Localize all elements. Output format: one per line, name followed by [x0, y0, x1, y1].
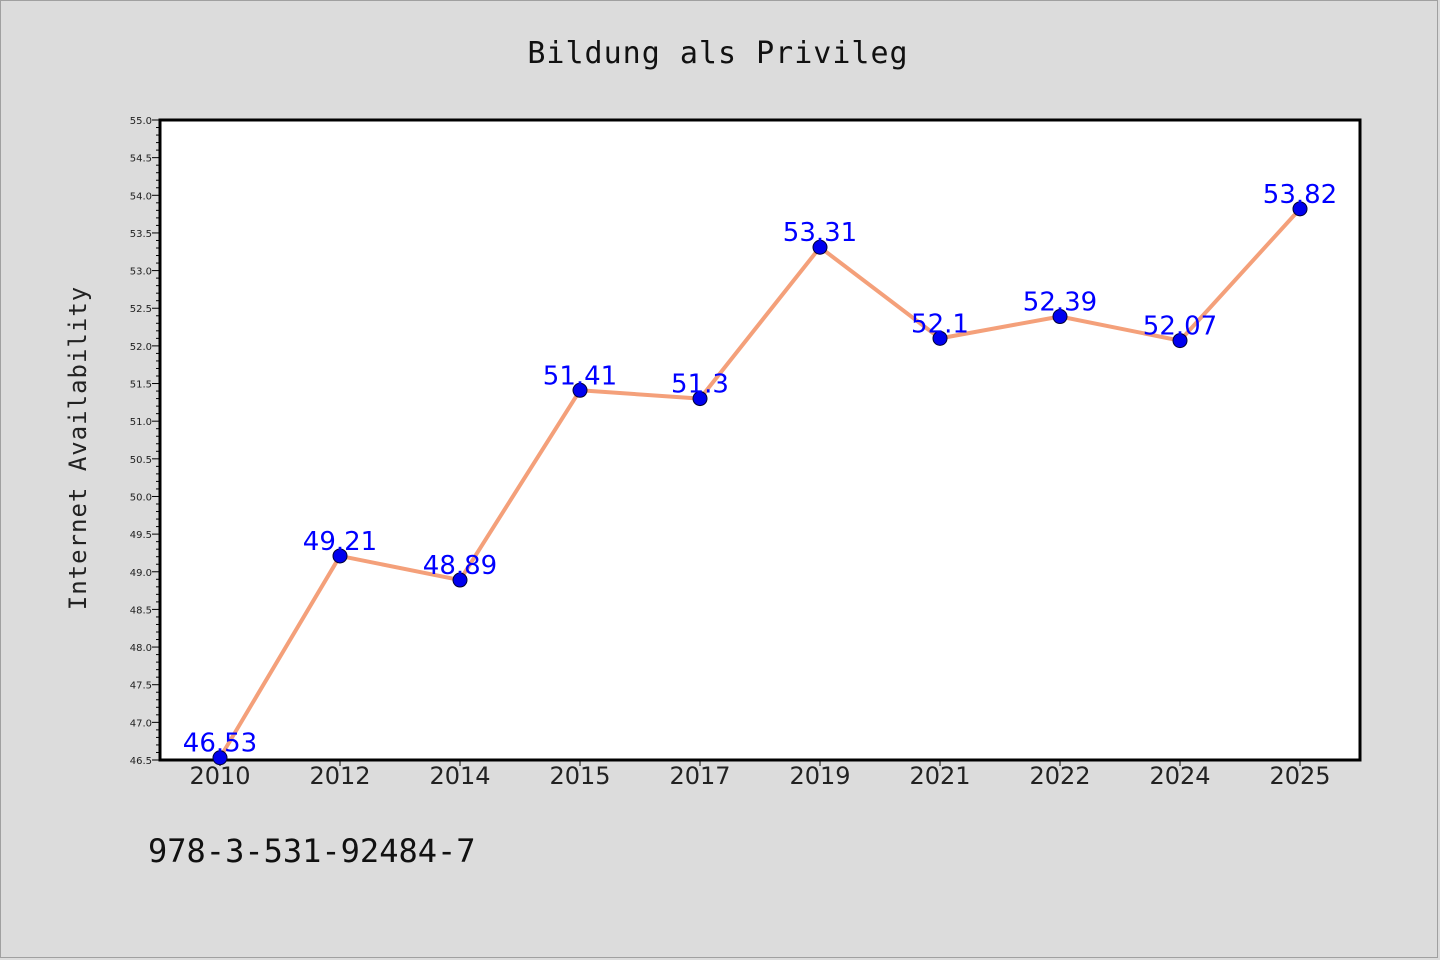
x-tick-label: 2012 — [309, 762, 370, 790]
plot-area — [158, 118, 1362, 762]
data-label: 46.53 — [183, 729, 257, 759]
x-tick-label: 2024 — [1149, 762, 1210, 790]
x-tick-label: 2010 — [189, 762, 250, 790]
y-tick-label: 52.0 — [130, 342, 152, 353]
data-point — [572, 382, 588, 398]
x-tick-label: 2025 — [1269, 762, 1330, 790]
data-point — [332, 548, 348, 564]
data-point — [1292, 201, 1308, 217]
data-point — [1172, 333, 1188, 349]
y-tick-label: 54.5 — [130, 154, 152, 165]
x-tick-label: 2022 — [1029, 762, 1090, 790]
series-line-group — [212, 201, 1308, 766]
y-tick-label: 48.5 — [130, 605, 152, 616]
y-tick-label: 52.5 — [130, 304, 152, 315]
data-point — [932, 330, 948, 346]
x-tick-label: 2019 — [789, 762, 850, 790]
series-line — [218, 207, 1302, 759]
x-tick-label: 2014 — [429, 762, 490, 790]
data-point — [692, 391, 708, 407]
data-label: 49.21 — [303, 527, 377, 557]
y-tick-label: 47.5 — [130, 681, 152, 692]
data-point — [452, 572, 468, 588]
y-tick-label: 51.5 — [130, 380, 152, 391]
data-label: 53.31 — [783, 218, 857, 248]
data-label: 51.41 — [543, 361, 617, 391]
y-tick-label: 49.5 — [130, 530, 152, 541]
y-axis: 46.5 47.0 47.5 48.0 48.5 49.0 49.5 50.0 50.5 51.0… — [130, 116, 160, 767]
y-tick-label: 48.0 — [130, 643, 152, 654]
data-label: 48.89 — [423, 551, 497, 581]
data-label-group: 46.53 49.21 48.89 51.41 51.3 53.31 52.1 52.39 52… — [183, 180, 1337, 759]
y-tick-label: 54.0 — [130, 191, 152, 202]
y-tick-label: 49.0 — [130, 568, 152, 579]
y-tick-label: 53.5 — [130, 229, 152, 240]
data-point — [812, 239, 828, 255]
data-point — [212, 750, 228, 766]
y-tick-label: 50.0 — [130, 492, 152, 503]
data-point — [1052, 309, 1068, 325]
data-label: 52.39 — [1023, 288, 1097, 318]
x-tick-label: 2015 — [549, 762, 610, 790]
x-axis: 2010 2012 2014 2015 2017 2019 2021 2022 2024 2025 — [189, 760, 1331, 790]
x-tick-label: 2017 — [669, 762, 730, 790]
y-tick-label: 55.0 — [130, 116, 152, 127]
y-tick-label: 47.0 — [130, 718, 152, 729]
y-tick-label: 50.5 — [130, 455, 152, 466]
y-axis-label: Internet Availability — [64, 286, 92, 610]
data-label: 53.82 — [1263, 180, 1337, 210]
data-label: 51.3 — [671, 370, 729, 400]
data-label: 52.1 — [911, 309, 969, 339]
y-tick-label: 53.0 — [130, 267, 152, 278]
isbn-text: 978-3-531-92484-7 — [148, 832, 476, 870]
y-tick-label: 51.0 — [130, 417, 152, 428]
y-tick-label: 46.5 — [130, 756, 152, 767]
chart-title: Bildung als Privileg — [527, 36, 908, 71]
x-tick-label: 2021 — [909, 762, 970, 790]
data-label: 52.07 — [1143, 312, 1217, 342]
